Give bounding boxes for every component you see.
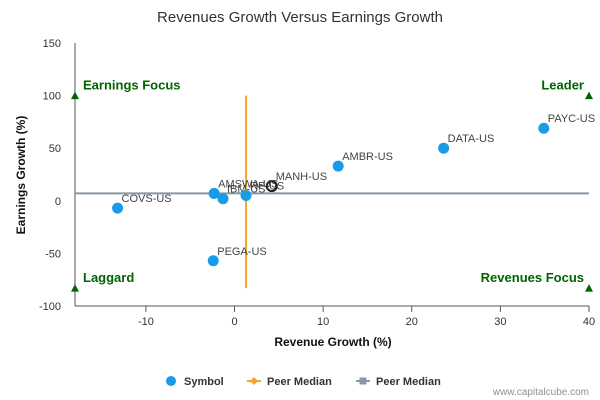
data-point-label: DATA-US <box>448 133 495 145</box>
legend-label: Peer Median <box>376 376 441 388</box>
x-tick-labels: -10 0 10 20 30 40 <box>138 306 595 328</box>
quadrant-labels: Earnings Focus Leader Laggard Revenues Focu… <box>71 78 593 292</box>
data-point <box>240 190 252 202</box>
data-point-label: AMBR-US <box>342 151 393 163</box>
data-point-label: AMSWA-US <box>218 178 278 190</box>
x-tick-label: -10 <box>138 316 154 328</box>
highlight-point-label: MANH-US <box>276 171 327 183</box>
x-tick-label: 30 <box>494 316 506 328</box>
legend-square-marker <box>359 377 367 385</box>
quadrant-label: Laggard <box>83 270 134 285</box>
data-point <box>208 187 220 199</box>
data-point-label: PEGA-US <box>217 246 267 258</box>
y-tick-label: -100 <box>39 301 61 313</box>
x-tick-label: 20 <box>406 316 418 328</box>
data-point-label: IBM-US <box>227 184 266 196</box>
y-tick-label: 50 <box>49 143 61 155</box>
y-tick-label: 0 <box>55 196 61 208</box>
legend-symbol-marker <box>166 376 176 386</box>
data-point <box>112 202 124 214</box>
quadrant-marker <box>71 91 79 100</box>
data-point <box>438 142 450 154</box>
data-point <box>538 122 550 134</box>
credits[interactable]: www.capitalcube.com <box>492 387 589 398</box>
quadrant-label: Leader <box>541 78 584 93</box>
quadrant-label: Earnings Focus <box>83 78 181 93</box>
quadrant-marker <box>585 284 593 292</box>
axes <box>74 43 589 307</box>
y-tick-label: 150 <box>43 38 61 50</box>
legend[interactable]: Symbol Peer Median Peer Median <box>166 376 441 388</box>
data-point-label: COVS-US <box>122 193 172 205</box>
y-tick-label: 100 <box>43 91 61 103</box>
chart-title: Revenues Growth Versus Earnings Growth <box>157 9 443 26</box>
quadrant-marker <box>585 91 593 100</box>
data-point <box>332 160 344 172</box>
data-points: PAYC-USDATA-USAMBR-USAMSWA-USIBM-USRP-US… <box>112 113 595 267</box>
y-axis-title: Earnings Growth (%) <box>14 116 28 235</box>
data-point-label: PAYC-US <box>548 113 595 125</box>
data-point <box>207 255 219 267</box>
legend-diamond-marker <box>250 377 258 385</box>
x-tick-label: 0 <box>231 316 237 328</box>
quadrant-label: Revenues Focus <box>481 270 584 285</box>
legend-label: Peer Median <box>267 376 332 388</box>
y-tick-label: -50 <box>45 248 61 260</box>
data-point <box>217 193 229 205</box>
y-tick-labels: -100 -50 0 50 100 150 <box>39 38 61 313</box>
legend-label: Symbol <box>184 376 224 388</box>
x-tick-label: 10 <box>317 316 329 328</box>
peer-median-lines <box>75 95 589 289</box>
x-tick-label: 40 <box>583 316 595 328</box>
x-axis-title: Revenue Growth (%) <box>274 335 391 349</box>
highlight-point <box>265 180 278 193</box>
quadrant-marker <box>71 284 79 292</box>
